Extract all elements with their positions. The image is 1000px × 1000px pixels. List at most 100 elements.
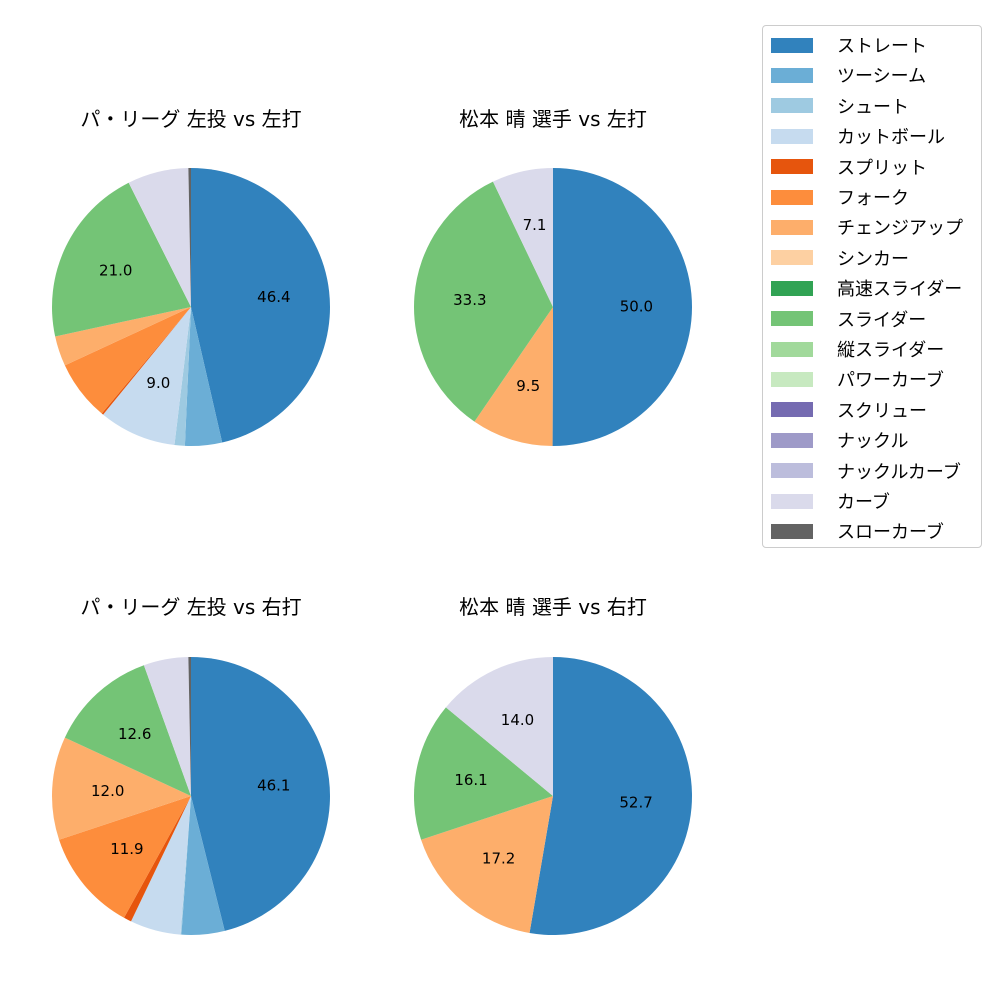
legend-label: ナックルカーブ [837, 461, 961, 483]
legend-swatch [771, 371, 813, 387]
legend-label: パワーカーブ [837, 370, 944, 392]
legend-label: カットボール [837, 127, 945, 149]
slice-label: 50.0 [620, 298, 653, 316]
slice-label: 14.0 [501, 711, 534, 729]
pie-slice [55, 307, 191, 366]
legend-swatch [771, 189, 813, 205]
legend-item: シュート [771, 95, 909, 118]
legend-swatch [771, 159, 813, 175]
legend-item: スローカーブ [771, 520, 944, 544]
pie-slice [184, 307, 223, 446]
pie-slice [101, 307, 191, 415]
pie-slice [52, 182, 192, 337]
slice-label: 16.1 [454, 771, 487, 789]
legend-swatch [771, 311, 813, 327]
pie-slice [188, 657, 191, 796]
pie-slice [474, 307, 553, 446]
legend-item: チェンジアップ [771, 216, 963, 240]
chart-title: 松本 晴 選手 vs 右打 [459, 595, 647, 619]
pie-slice [131, 796, 191, 935]
legend-item: パワーカーブ [771, 368, 944, 392]
pie-slice [52, 737, 192, 840]
legend-item: カーブ [771, 490, 890, 513]
pie-slice [143, 657, 191, 796]
legend-label: スローカーブ [837, 522, 944, 544]
legend-swatch [771, 98, 813, 114]
legend-label: スライダー [837, 309, 927, 331]
legend-label: チェンジアップ [837, 218, 963, 240]
legend-item: 縦スライダー [771, 338, 945, 361]
legend-item: スプリット [771, 156, 927, 179]
legend-label: ナックル [837, 431, 909, 453]
pie-slice [180, 796, 191, 935]
legend-item: スクリュー [771, 399, 927, 422]
slice-label: 7.1 [523, 216, 547, 234]
legend-item: ツーシーム [771, 64, 927, 88]
pie-slice [188, 168, 191, 307]
slice-label: 52.7 [619, 794, 652, 812]
legend-item: ナックルカーブ [771, 460, 961, 483]
legend-item: 高速スライダー [771, 277, 963, 301]
chart-title: パ・リーグ 左投 vs 左打 [80, 107, 302, 131]
pie-chart: 46.1 11.9 12.0 12.6 [52, 657, 331, 935]
slice-label: 11.9 [110, 840, 143, 858]
legend-label: シンカー [837, 248, 909, 270]
chart-title: パ・リーグ 左投 vs 右打 [80, 595, 302, 619]
legend-swatch [771, 250, 813, 266]
pie-slice [191, 657, 331, 931]
legend-swatch [771, 493, 813, 509]
pie-slice [414, 181, 553, 422]
pie-slice [64, 665, 191, 796]
legend-swatch [771, 128, 813, 144]
legend-label: フォーク [837, 188, 909, 209]
legend-label: 縦スライダー [837, 340, 945, 361]
slice-label: 17.2 [482, 850, 515, 868]
slice-label: 46.4 [257, 288, 290, 306]
pie-slice [174, 307, 191, 446]
slice-label: 33.3 [453, 291, 486, 309]
pie-slice [181, 796, 225, 935]
chart-title: 松本 晴 選手 vs 左打 [459, 107, 647, 131]
legend-label: シュート [837, 96, 909, 118]
legend-swatch [771, 523, 813, 539]
legend-label: ツーシーム [837, 66, 927, 88]
pie-slice [445, 657, 553, 796]
slice-label: 46.1 [257, 776, 290, 794]
pie-chart: 50.0 9.5 33.3 7.1 [414, 168, 693, 446]
legend-item: ストレート [771, 34, 927, 57]
legend-label: スクリュー [837, 400, 927, 422]
pie-slice [128, 168, 191, 307]
pie-slice [124, 796, 191, 922]
pie-slice [492, 168, 553, 307]
legend-item: カットボール [771, 125, 945, 149]
legend-swatch [771, 280, 813, 296]
legend-swatch [771, 402, 813, 418]
slice-label: 12.6 [118, 725, 151, 743]
legend-label: ストレート [837, 36, 927, 57]
legend-item: フォーク [771, 186, 909, 209]
legend-swatch [771, 219, 813, 235]
slice-label: 12.0 [91, 782, 124, 800]
legend-swatch [771, 463, 813, 479]
legend-label: スプリット [837, 157, 927, 179]
pie-slice [103, 307, 191, 446]
legend-label: 高速スライダー [837, 279, 963, 301]
pie-slice [413, 707, 553, 840]
pie-chart: 52.7 17.2 16.1 14.0 [413, 657, 693, 935]
legend-swatch [771, 37, 813, 53]
slice-label: 9.0 [146, 374, 170, 392]
pie-slice [64, 307, 191, 414]
legend-swatch [771, 67, 813, 83]
slice-label: 21.0 [99, 262, 132, 280]
pie-slice [191, 168, 331, 443]
legend-item: シンカー [771, 247, 909, 270]
pie-slice [421, 796, 553, 934]
legend: ストレートツーシームシュートカットボール スプリットフォークチェンジアップ シンカー… [762, 25, 982, 548]
pie-slice [529, 657, 693, 935]
legend-item: スライダー [771, 308, 927, 331]
slice-label: 9.5 [516, 377, 540, 395]
legend-swatch [771, 432, 813, 448]
legend-swatch [771, 341, 813, 357]
pie-slice [552, 168, 693, 446]
legend-label: カーブ [837, 492, 890, 513]
